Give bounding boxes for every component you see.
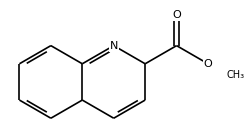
- Text: N: N: [110, 41, 118, 51]
- Text: O: O: [172, 10, 181, 20]
- Text: CH₃: CH₃: [227, 70, 245, 80]
- Text: O: O: [204, 59, 212, 69]
